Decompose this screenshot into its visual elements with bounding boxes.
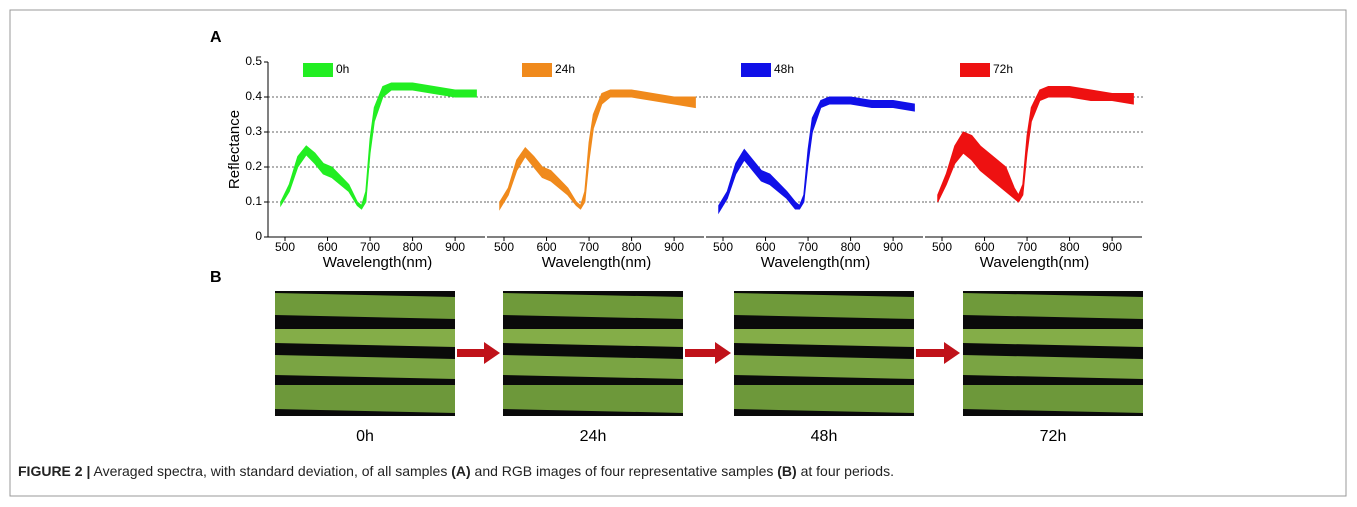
x-axis-label: Wavelength(nm) (980, 254, 1089, 271)
x-axis-label: Wavelength(nm) (761, 254, 870, 271)
x-tick-label: 600 (975, 240, 995, 254)
x-axis-label: Wavelength(nm) (323, 254, 432, 271)
arrow (916, 349, 946, 357)
leaf (503, 329, 683, 347)
y-tick-label: 0.1 (245, 194, 262, 208)
y-tick-label: 0.3 (245, 124, 262, 138)
x-axis-label: Wavelength(nm) (542, 254, 651, 271)
x-tick-label: 600 (318, 240, 338, 254)
band (499, 89, 696, 211)
leaf (734, 355, 914, 379)
legend-swatch (741, 63, 771, 77)
image-label: 0h (356, 428, 374, 445)
caption-text: (A) (451, 463, 471, 479)
x-tick-label: 500 (932, 240, 952, 254)
caption-text: Averaged spectra, with standard deviatio… (90, 463, 452, 479)
legend-swatch (303, 63, 333, 77)
x-tick-label: 700 (579, 240, 599, 254)
arrow-head (944, 342, 960, 364)
caption-text: at four periods. (796, 463, 894, 479)
x-tick-label: 800 (622, 240, 642, 254)
x-tick-label: 800 (1060, 240, 1080, 254)
arrow-head (484, 342, 500, 364)
leaf (963, 385, 1143, 413)
legend-label: 72h (993, 62, 1013, 76)
x-tick-label: 900 (883, 240, 903, 254)
x-tick-label: 700 (798, 240, 818, 254)
x-tick-label: 600 (756, 240, 776, 254)
x-tick-label: 700 (1017, 240, 1037, 254)
caption: FIGURE 2 | Averaged spectra, with standa… (18, 463, 894, 479)
y-tick-label: 0.2 (245, 159, 262, 173)
caption-text: (B) (777, 463, 797, 479)
leaf (734, 385, 914, 413)
caption-text: and RGB images of four representative sa… (470, 463, 778, 479)
leaf (275, 385, 455, 413)
leaf (963, 355, 1143, 379)
y-tick-label: 0.4 (245, 89, 262, 103)
legend-swatch (960, 63, 990, 77)
legend-label: 48h (774, 62, 794, 76)
leaf (503, 355, 683, 379)
y-axis-label: Reflectance (226, 110, 243, 189)
x-tick-label: 700 (360, 240, 380, 254)
y-tick-label: 0 (255, 229, 262, 243)
frame (9, 9, 1347, 497)
leaf (963, 329, 1143, 347)
leaf (963, 293, 1143, 319)
caption-label: FIGURE 2 | (18, 463, 91, 479)
band (718, 96, 915, 215)
leaf (275, 293, 455, 319)
leaf (275, 329, 455, 347)
leaf (503, 385, 683, 413)
arrow (457, 349, 486, 357)
arrow (685, 349, 717, 357)
image-label: 48h (811, 428, 838, 445)
legend-swatch (522, 63, 552, 77)
x-tick-label: 900 (445, 240, 465, 254)
x-tick-label: 900 (664, 240, 684, 254)
y-tick-label: 0.5 (245, 54, 262, 68)
band (280, 82, 477, 210)
x-tick-label: 500 (275, 240, 295, 254)
arrow-head (715, 342, 731, 364)
x-tick-label: 800 (841, 240, 861, 254)
x-tick-label: 600 (537, 240, 557, 254)
leaf (734, 293, 914, 319)
image-label: 24h (580, 428, 607, 445)
panel-label: A (210, 29, 222, 46)
x-tick-label: 900 (1102, 240, 1122, 254)
panel-label: B (210, 269, 222, 286)
leaf (734, 329, 914, 347)
band (937, 86, 1134, 203)
x-tick-label: 800 (403, 240, 423, 254)
x-tick-label: 500 (713, 240, 733, 254)
legend-label: 24h (555, 62, 575, 76)
leaf (503, 293, 683, 319)
leaf (275, 355, 455, 379)
image-label: 72h (1040, 428, 1067, 445)
x-tick-label: 500 (494, 240, 514, 254)
legend-label: 0h (336, 62, 349, 76)
